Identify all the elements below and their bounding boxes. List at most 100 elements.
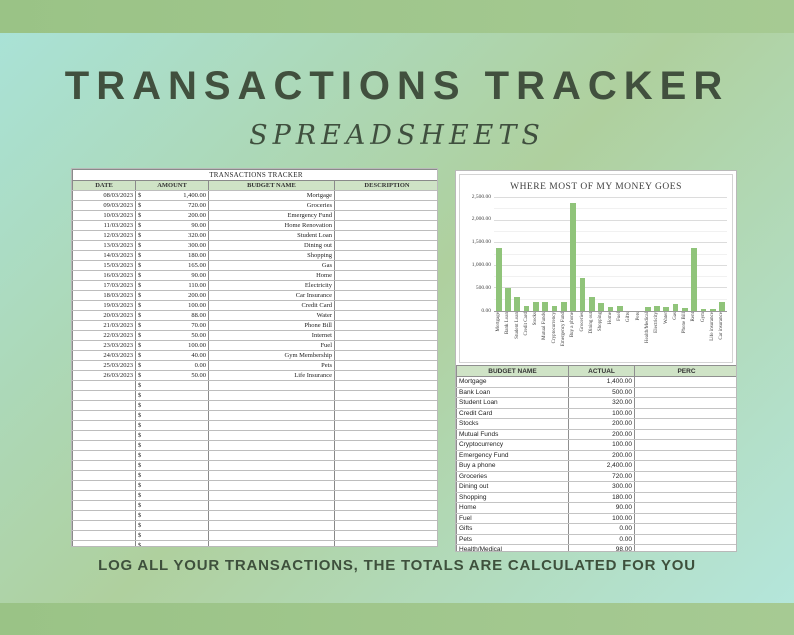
transaction-row: $ bbox=[72, 500, 437, 511]
date-cell: 17/03/2023 bbox=[72, 280, 136, 291]
column-header-budget-name: BUDGET NAME bbox=[456, 365, 569, 377]
budget-row: Shopping 180.00 bbox=[456, 491, 736, 503]
amount-cell: $50.00 bbox=[135, 370, 209, 381]
date-cell bbox=[72, 420, 136, 431]
x-tick-slot: Cryptocurrency bbox=[550, 312, 559, 360]
currency-symbol: $ bbox=[138, 392, 142, 399]
x-tick-label: Buy a phone bbox=[570, 312, 576, 338]
amount-cell: $300.00 bbox=[135, 240, 209, 251]
transaction-row: 08/03/2023 $1,400.00 Mortgage bbox=[72, 190, 437, 201]
budget-name-cell: Shopping bbox=[456, 491, 569, 503]
amount-cell: $ bbox=[135, 450, 209, 461]
bar-car-insurance bbox=[719, 301, 726, 311]
bar-electricity bbox=[654, 306, 660, 311]
amount-cell: $88.00 bbox=[135, 310, 209, 321]
chart-x-axis-labels: Mortgage Bank Loan Student Loan Credit Card… bbox=[494, 312, 727, 360]
budget-cell: Groceries bbox=[208, 200, 335, 211]
date-cell: 14/03/2023 bbox=[72, 250, 136, 261]
amount-cell: $ bbox=[135, 420, 209, 431]
budget-row: Pets 0.00 bbox=[456, 533, 736, 545]
amount-value: 200.00 bbox=[188, 212, 206, 219]
currency-symbol: $ bbox=[138, 482, 142, 489]
transaction-row: 11/03/2023 $90.00 Home Renovation bbox=[72, 220, 437, 231]
x-tick-label: Groceries bbox=[579, 312, 585, 332]
budget-cell: Electricity bbox=[208, 280, 335, 291]
x-tick-label: Pets bbox=[635, 312, 641, 321]
currency-symbol: $ bbox=[138, 432, 142, 439]
y-tick-label: 2,500.00 bbox=[471, 193, 491, 200]
bar-mutual-funds bbox=[542, 301, 549, 311]
date-cell bbox=[72, 380, 136, 391]
budget-cell: Car Insurance bbox=[208, 290, 335, 301]
y-tick-label: 1,000.00 bbox=[471, 261, 491, 268]
amount-value: 90.00 bbox=[191, 222, 206, 229]
transactions-spreadsheet-card: TRANSACTIONS TRACKER DATE AMOUNT BUDGET … bbox=[71, 168, 438, 547]
budget-body: Mortgage 1,400.00 Bank Loan 500.00 Student L… bbox=[456, 376, 736, 551]
date-cell bbox=[72, 460, 136, 471]
x-tick-label: Mutual Funds bbox=[542, 312, 548, 340]
description-cell bbox=[333, 510, 437, 521]
transaction-row: 13/03/2023 $300.00 Dining out bbox=[72, 240, 437, 251]
date-cell bbox=[72, 470, 136, 481]
currency-symbol: $ bbox=[138, 472, 142, 479]
column-header-date: DATE bbox=[72, 180, 136, 191]
budget-name-cell: Gifts bbox=[456, 523, 569, 535]
description-cell bbox=[333, 260, 437, 271]
currency-symbol: $ bbox=[138, 322, 142, 329]
x-tick-label: Credit Card bbox=[523, 312, 529, 336]
bar-stocks bbox=[533, 301, 539, 311]
x-tick-slot: Rent bbox=[690, 312, 699, 360]
actual-cell: 0.00 bbox=[568, 533, 635, 545]
x-tick-label: Home bbox=[607, 312, 613, 325]
amount-cell: $ bbox=[135, 380, 209, 391]
bar-slot bbox=[541, 198, 550, 311]
bar-slot bbox=[690, 198, 699, 311]
actual-cell: 720.00 bbox=[568, 470, 635, 482]
bar-phone-bill bbox=[682, 307, 688, 311]
description-cell bbox=[333, 450, 437, 461]
transaction-row: $ bbox=[72, 480, 437, 491]
amount-value: 320.00 bbox=[188, 232, 206, 239]
budget-cell bbox=[208, 420, 335, 431]
budget-cell bbox=[208, 500, 335, 511]
description-cell bbox=[333, 190, 437, 201]
x-tick-slot: Dining out bbox=[587, 312, 596, 360]
date-cell: 10/03/2023 bbox=[72, 210, 136, 221]
currency-symbol: $ bbox=[138, 372, 142, 379]
currency-symbol: $ bbox=[138, 442, 142, 449]
budget-name-cell: Pets bbox=[456, 533, 569, 545]
date-cell: 12/03/2023 bbox=[72, 230, 136, 241]
date-cell: 20/03/2023 bbox=[72, 310, 136, 321]
budget-cell: Shopping bbox=[208, 250, 335, 261]
gridline bbox=[494, 230, 727, 232]
budget-name-cell: Groceries bbox=[456, 470, 569, 482]
description-cell bbox=[333, 490, 437, 501]
budget-name-cell: Fuel bbox=[456, 512, 569, 524]
description-cell bbox=[333, 520, 437, 531]
transaction-row: $ bbox=[72, 520, 437, 531]
actual-cell: 0.00 bbox=[568, 523, 635, 535]
bar-slot bbox=[634, 198, 643, 311]
perc-cell bbox=[634, 439, 736, 451]
perc-cell bbox=[634, 544, 736, 551]
amount-cell: $ bbox=[135, 440, 209, 451]
amount-cell: $1,400.00 bbox=[135, 190, 209, 201]
amount-value: 200.00 bbox=[188, 292, 206, 299]
x-tick-slot: Life insurance bbox=[708, 312, 717, 360]
x-tick-slot: Gas bbox=[671, 312, 680, 360]
gridline bbox=[494, 264, 727, 266]
budget-row: Groceries 720.00 bbox=[456, 470, 736, 482]
actual-cell: 300.00 bbox=[568, 481, 635, 493]
amount-cell: $200.00 bbox=[135, 210, 209, 221]
x-tick-slot: Health/Medical bbox=[643, 312, 652, 360]
budget-cell: Phone Bill bbox=[208, 320, 335, 331]
x-tick-label: Life insurance bbox=[710, 312, 716, 341]
x-tick-slot: Mortgage bbox=[494, 312, 503, 360]
perc-cell bbox=[634, 460, 736, 472]
page-subtitle: SPREADSHEETS bbox=[249, 120, 545, 151]
perc-cell bbox=[634, 512, 736, 524]
perc-cell bbox=[634, 386, 736, 398]
currency-symbol: $ bbox=[138, 262, 142, 269]
x-tick-slot: Buy a phone bbox=[569, 312, 578, 360]
description-cell bbox=[333, 340, 437, 351]
